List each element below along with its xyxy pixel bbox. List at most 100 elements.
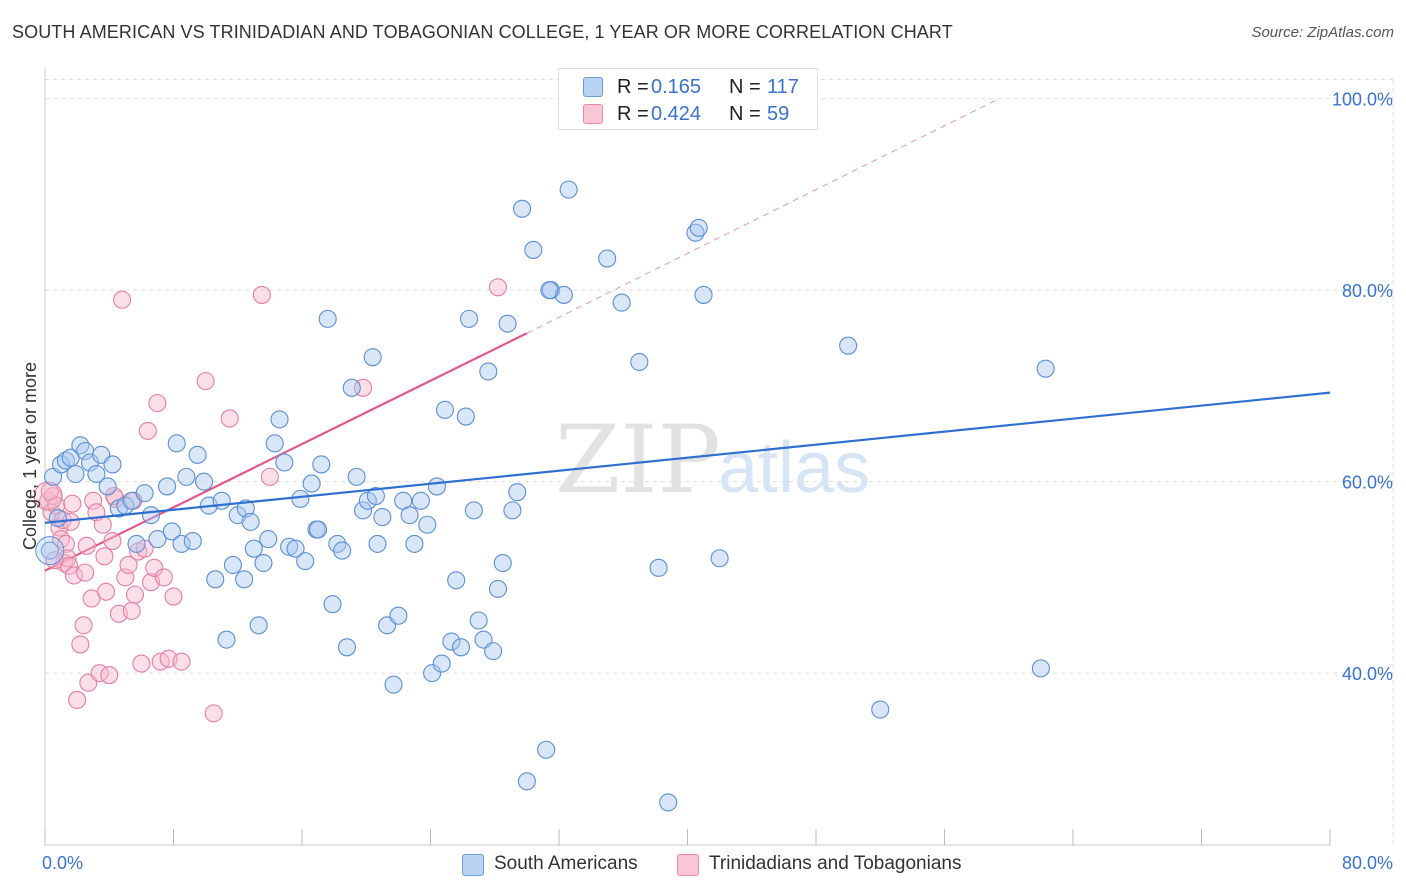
data-point-trinidadian xyxy=(119,555,138,575)
data-point-south-american xyxy=(839,336,858,355)
data-point-south-american xyxy=(498,314,517,333)
legend-label: South Americans xyxy=(494,853,638,874)
data-point-south-american xyxy=(488,579,508,598)
data-point-cluster-blue xyxy=(35,536,65,566)
legend-label: Trinidadians and Tobagonians xyxy=(709,853,962,874)
chart-title: SOUTH AMERICAN VS TRINIDADIAN AND TOBAGO… xyxy=(12,22,953,42)
r-label: R = xyxy=(617,76,649,98)
x-tick-label: 0.0% xyxy=(42,853,83,873)
data-point-south-american xyxy=(435,400,455,419)
data-point-trinidadian xyxy=(74,616,93,635)
data-point-south-american xyxy=(158,477,177,496)
trend-line-south-american xyxy=(44,391,1331,524)
data-point-south-american xyxy=(689,218,708,237)
data-point-south-american xyxy=(384,675,403,694)
data-point-trinidadian xyxy=(71,635,90,654)
data-point-trinidadian xyxy=(95,547,114,566)
data-point-south-american xyxy=(432,654,451,673)
data-point-south-american xyxy=(286,539,305,558)
data-point-south-american xyxy=(167,434,186,453)
data-point-south-american xyxy=(172,534,191,553)
data-point-cluster-pink xyxy=(33,481,63,511)
data-point-south-american xyxy=(513,199,532,218)
data-point-south-american xyxy=(212,491,231,510)
n-label: N = xyxy=(729,103,761,125)
data-point-trinidadian xyxy=(488,278,508,297)
series-legend: South Americans Trinidadians and Tobagon… xyxy=(0,852,1406,878)
data-point-south-american xyxy=(103,455,122,474)
axes xyxy=(44,68,1331,846)
data-point-south-american xyxy=(442,632,461,651)
data-point-south-american xyxy=(98,477,117,496)
data-point-trinidadian xyxy=(125,585,144,604)
data-point-south-american xyxy=(87,464,106,484)
stats-legend: R = 0.165 N = 117 R = 0.424 N = 59 xyxy=(558,68,818,130)
data-point-trinidadian xyxy=(77,536,96,555)
trend-line-trinidadian xyxy=(44,332,528,572)
source-label: Source: ZipAtlas.com xyxy=(1251,24,1394,41)
data-point-south-american xyxy=(649,558,668,577)
data-point-south-american xyxy=(206,570,225,589)
data-point-trinidadian xyxy=(204,704,223,723)
data-point-south-american xyxy=(312,455,331,474)
data-point-trinidadian xyxy=(96,582,116,601)
data-point-south-american xyxy=(368,534,387,553)
data-point-south-american xyxy=(291,489,310,508)
data-point-south-american xyxy=(270,410,289,429)
data-point-south-american xyxy=(40,541,59,560)
data-point-south-american xyxy=(236,499,255,518)
data-point-south-american xyxy=(871,700,890,719)
data-point-south-american xyxy=(280,537,299,556)
data-point-south-american xyxy=(469,611,488,630)
data-point-south-american xyxy=(141,506,161,525)
data-point-trinidadian xyxy=(84,491,103,510)
data-point-south-american xyxy=(710,549,729,568)
data-point-south-american xyxy=(459,309,479,328)
data-point-trinidadian xyxy=(148,394,167,413)
trend-lines-pink xyxy=(44,98,1000,572)
data-point-trinidadian xyxy=(63,494,82,513)
legend-swatch-pink xyxy=(583,104,603,124)
n-value: 59 xyxy=(767,103,790,125)
data-point-south-american xyxy=(540,281,559,300)
data-point-south-american xyxy=(244,539,263,558)
data-point-south-american xyxy=(537,740,556,759)
data-point-south-american xyxy=(363,348,382,367)
data-point-south-american xyxy=(162,522,181,541)
data-point-south-american xyxy=(405,534,424,553)
data-point-trinidadian xyxy=(56,534,75,553)
data-point-trinidadian xyxy=(40,482,59,501)
y-tick-label: 40.0% xyxy=(1342,664,1393,684)
trend-lines-blue xyxy=(44,391,1331,524)
data-point-south-american xyxy=(183,531,202,551)
data-point-south-american xyxy=(686,223,705,242)
data-point-south-american xyxy=(479,362,498,381)
data-point-south-american xyxy=(612,293,631,312)
data-point-south-american xyxy=(135,484,154,503)
data-point-south-american xyxy=(353,501,373,520)
y-axis-label: College, 1 year or more xyxy=(20,362,40,550)
data-point-south-american xyxy=(659,793,678,812)
data-point-south-american xyxy=(249,616,268,635)
data-point-south-american xyxy=(411,491,430,510)
data-point-trinidadian xyxy=(154,568,173,587)
data-point-south-american xyxy=(503,501,522,520)
data-point-trinidadian xyxy=(132,654,151,673)
tick-labels: 40.0% 60.0% 80.0% 100.0% 0.0% 80.0% xyxy=(42,90,1393,873)
legend-swatch-blue xyxy=(583,77,603,97)
data-point-south-american xyxy=(48,508,67,528)
data-point-south-american xyxy=(451,638,471,657)
data-point-south-american xyxy=(598,249,617,268)
data-point-trinidadian xyxy=(103,531,122,551)
data-point-south-american xyxy=(630,352,649,372)
data-point-south-american xyxy=(484,642,503,661)
data-point-trinidadian xyxy=(122,601,141,620)
data-point-trinidadian xyxy=(164,587,183,606)
data-point-south-american xyxy=(177,467,196,486)
data-point-trinidadian xyxy=(172,652,191,671)
data-point-south-american xyxy=(127,534,146,553)
data-point-south-american xyxy=(235,570,254,589)
data-point-south-american xyxy=(275,453,294,472)
trend-line-trinidadian-extrapolated xyxy=(526,98,1000,334)
